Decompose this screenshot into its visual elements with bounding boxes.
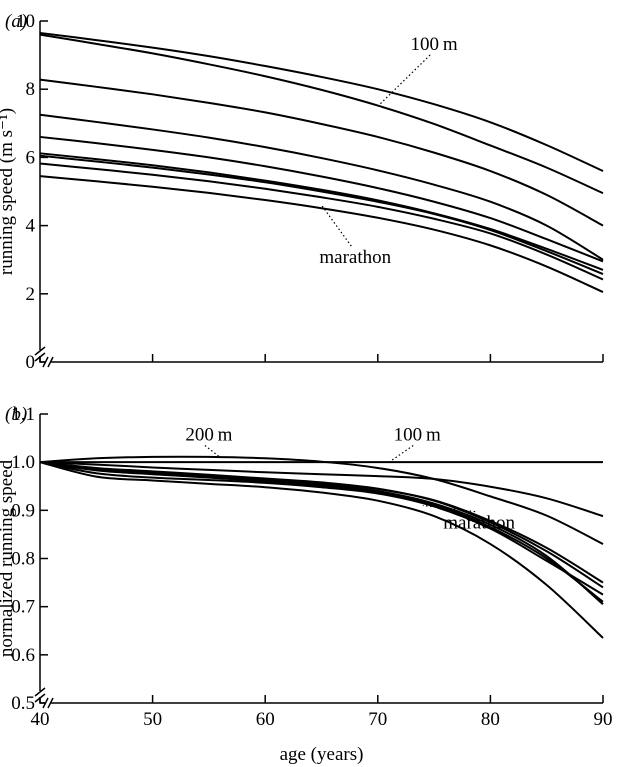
- panel-a: 0 2 4 6 8 10 100 m marathon (a) running speed (m …: [0, 11, 604, 373]
- annotation-leader: [422, 504, 476, 513]
- x-tick-label: 60: [256, 709, 275, 730]
- y-tick-label: 8: [26, 79, 36, 100]
- annotation-label: 200 m: [185, 424, 232, 445]
- series-line-2: [39, 33, 604, 195]
- x-axis-break-mark: [47, 697, 54, 709]
- series-line-3: [39, 78, 604, 227]
- y-tick-label: 1.1: [11, 404, 35, 425]
- y-tick-label: 0.9: [11, 500, 35, 521]
- annotation-label: 100 m: [394, 424, 441, 445]
- y-tick-label: 4: [26, 216, 36, 237]
- x-axis-break-mark: [42, 356, 49, 368]
- x-tick-label: 50: [143, 709, 162, 730]
- series-line-4: [39, 461, 604, 584]
- panel-label: (b): [5, 404, 27, 425]
- y-axis-title: normalized running speed: [0, 459, 17, 657]
- axis-break-gap: [35, 350, 45, 356]
- y-tick-label: 0.5: [11, 693, 35, 714]
- annotation-label: 100 m: [411, 34, 458, 55]
- y-tick-label: 2: [26, 284, 36, 305]
- annotation-label: marathon: [319, 247, 391, 268]
- axis-break-mark: [34, 693, 46, 703]
- y-tick-label: 0: [26, 352, 36, 373]
- panel-b: 0.5 0.6 0.7 0.8 0.9 1.0 1.1 40 50 60 70 80 90 200 m 10…: [0, 404, 613, 765]
- y-tick-label: 1.0: [11, 452, 35, 473]
- axis-break-gap: [35, 691, 45, 697]
- x-axis-break-gap: [45, 701, 51, 705]
- annotation-label: marathon: [443, 513, 515, 534]
- series-line-1: [39, 31, 604, 172]
- x-axis-break-mark: [47, 356, 54, 368]
- series-line-7: [39, 461, 604, 606]
- y-tick-label: 10: [16, 11, 35, 32]
- series-line-7: [39, 154, 604, 275]
- series-line-8: [39, 162, 604, 281]
- annotation-leader: [388, 444, 414, 463]
- y-tick-label: 0.8: [11, 549, 35, 570]
- x-axis-break-gap: [45, 360, 51, 364]
- series-line-9: [39, 461, 604, 639]
- x-axis-title: age (years): [280, 744, 364, 765]
- x-tick-label: 90: [594, 709, 613, 730]
- annotation-leader: [204, 445, 221, 458]
- y-tick-label: 6: [26, 147, 36, 168]
- series-line-9: [39, 175, 604, 294]
- x-tick-label: 70: [368, 709, 387, 730]
- y-tick-label: 0.6: [11, 645, 35, 666]
- axis-break-mark: [34, 687, 46, 697]
- axis-break-mark: [34, 352, 46, 362]
- series-line-2: [39, 455, 604, 545]
- panel-label: (a): [5, 11, 27, 32]
- annotation-leader: [377, 54, 431, 107]
- series-line-6: [39, 152, 604, 271]
- y-axis-title: running speed (m s⁻¹): [0, 108, 17, 275]
- series-line-4: [39, 113, 604, 261]
- x-tick-label: 40: [31, 709, 50, 730]
- y-tick-label: 0.7: [11, 597, 35, 618]
- axis-break-mark: [34, 346, 46, 356]
- x-axis-break-mark: [42, 697, 49, 709]
- series-line-5: [39, 135, 604, 263]
- series-line-5: [39, 461, 604, 589]
- series-line-3: [39, 461, 604, 518]
- x-tick-label: 80: [481, 709, 500, 730]
- annotation-leader: [321, 204, 352, 247]
- series-line-8: [39, 461, 604, 596]
